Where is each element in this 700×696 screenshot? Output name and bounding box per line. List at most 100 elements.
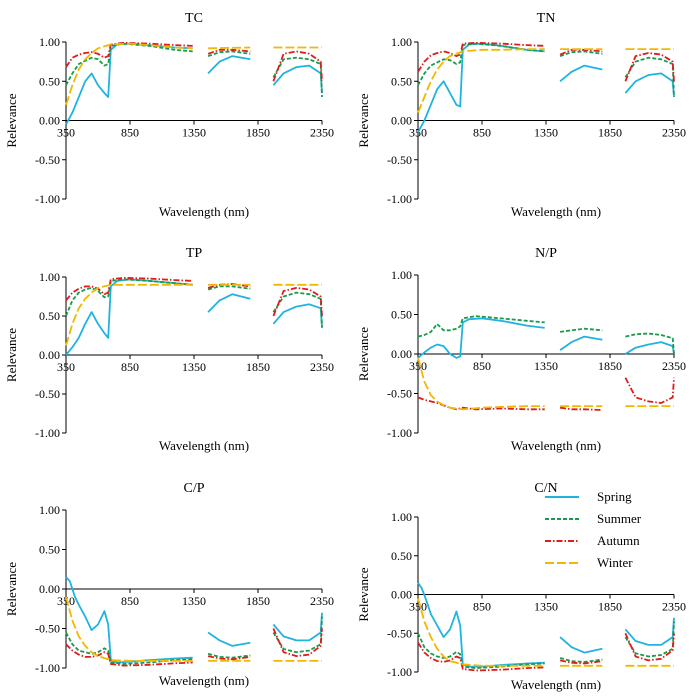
y-tick-label: 1.00 (391, 35, 412, 49)
series-line-spring (559, 64, 603, 82)
legend-label-autumn: Autumn (597, 533, 640, 548)
panel-n-p: N/P -1.00 -0.50 0.00 0.50 1.00 350 850 1350 1850 2… (356, 246, 686, 453)
series-line-summer (417, 632, 545, 669)
series-line-summer (207, 285, 251, 291)
x-tick-label: 2350 (310, 594, 334, 608)
panel-title: TC (185, 11, 203, 26)
y-tick-label: 0.50 (391, 308, 412, 322)
series-line-spring (624, 341, 675, 355)
x-tick-label: 1850 (598, 126, 622, 140)
series-line-autumn (65, 41, 193, 68)
legend-label-summer: Summer (597, 511, 642, 526)
series-line-spring (417, 42, 545, 133)
y-tick-label: 0.00 (39, 348, 60, 362)
y-axis-label: Relevance (4, 93, 19, 147)
series-line-spring (624, 72, 675, 98)
series-line-autumn (559, 406, 603, 411)
series-line-winter (417, 357, 545, 411)
x-tick-label: 1350 (534, 600, 558, 614)
y-tick-label: -0.50 (387, 626, 412, 640)
x-tick-label: 1850 (246, 126, 270, 140)
series-line-spring (65, 42, 193, 125)
legend-label-winter: Winter (597, 555, 633, 570)
series-line-winter (208, 46, 251, 50)
series-line-spring (65, 576, 193, 664)
series-line-spring (417, 582, 545, 668)
series-line-winter (417, 598, 545, 667)
x-axis-label: Wavelength (nm) (159, 438, 249, 453)
panel-tc: TC -1.00 -0.50 0.00 0.50 1.00 350 850 1350 1850 23… (4, 11, 334, 219)
x-tick-label: 850 (473, 359, 491, 373)
series-line-summer (559, 657, 603, 663)
x-tick-label: 2350 (662, 126, 686, 140)
series-line-autumn (207, 283, 251, 289)
panel-title: C/N (534, 481, 557, 496)
series-line-summer (559, 50, 603, 57)
x-tick-label: 1850 (598, 600, 622, 614)
x-tick-label: 1350 (534, 359, 558, 373)
y-tick-label: 1.00 (39, 270, 60, 284)
x-tick-label: 1850 (598, 359, 622, 373)
series-line-summer (65, 632, 193, 665)
y-tick-label: 0.00 (39, 114, 60, 128)
x-tick-label: 1850 (246, 360, 270, 374)
series-line-autumn (272, 50, 323, 82)
x-axis-label: Wavelength (nm) (159, 204, 249, 219)
x-tick-label: 1850 (246, 594, 270, 608)
series-line-summer (65, 278, 193, 317)
x-axis-label: Wavelength (nm) (511, 677, 601, 692)
x-tick-label: 2350 (662, 600, 686, 614)
y-axis-label: Relevance (356, 93, 371, 147)
x-axis-label: Wavelength (nm) (511, 204, 601, 219)
panel-tn: TN -1.00 -0.50 0.00 0.50 1.00 350 850 1350 1850 23… (356, 11, 686, 219)
panels-group: TC -1.00 -0.50 0.00 0.50 1.00 350 850 1350 1850 23… (4, 11, 686, 692)
y-tick-label: -0.50 (387, 387, 412, 401)
x-tick-label: 850 (121, 594, 139, 608)
series-line-autumn (417, 41, 545, 73)
x-tick-label: 1350 (182, 126, 206, 140)
x-tick-label: 350 (409, 126, 427, 140)
x-tick-label: 350 (57, 126, 75, 140)
y-tick-label: -1.00 (35, 426, 60, 440)
series-line-summer (65, 42, 193, 86)
legend: Spring Summer Autumn Winter (545, 489, 642, 570)
y-tick-label: -1.00 (387, 665, 412, 679)
series-line-autumn (272, 287, 323, 317)
x-tick-label: 2350 (310, 360, 334, 374)
y-tick-label: 0.50 (39, 74, 60, 88)
series-line-autumn (207, 655, 251, 661)
x-tick-label: 350 (57, 360, 75, 374)
x-tick-label: 850 (473, 600, 491, 614)
panel-c-n: C/N -1.00 -0.50 0.00 0.50 1.00 350 850 1350 1850 2… (356, 481, 686, 692)
y-tick-label: -0.50 (35, 387, 60, 401)
series-line-autumn (624, 52, 675, 82)
series-line-spring (559, 636, 603, 654)
y-tick-label: 0.50 (39, 309, 60, 323)
y-tick-label: 0.00 (391, 588, 412, 602)
panel-c-p: C/P -1.00 -0.50 0.00 0.50 1.00 350 850 1350 1850 2… (4, 481, 334, 688)
x-tick-label: 2350 (310, 126, 334, 140)
series-line-autumn (65, 276, 193, 301)
y-axis-label: Relevance (4, 328, 19, 382)
series-line-spring (272, 303, 323, 328)
y-tick-label: -1.00 (387, 426, 412, 440)
x-axis-label: Wavelength (nm) (511, 438, 601, 453)
x-tick-label: 850 (121, 126, 139, 140)
x-tick-label: 850 (121, 360, 139, 374)
series-line-spring (272, 64, 323, 94)
x-tick-label: 1350 (534, 126, 558, 140)
x-tick-label: 350 (409, 600, 427, 614)
series-line-autumn (65, 643, 193, 667)
y-tick-label: 0.50 (39, 543, 60, 557)
series-line-autumn (417, 642, 545, 672)
x-tick-label: 850 (473, 126, 491, 140)
series-line-winter (65, 283, 193, 346)
series-line-spring (207, 631, 251, 647)
panel-title: C/P (183, 481, 204, 496)
x-tick-label: 1350 (182, 594, 206, 608)
panel-title: TN (537, 11, 556, 26)
series-line-autumn (417, 396, 545, 411)
legend-label-spring: Spring (597, 489, 632, 504)
y-tick-label: -1.00 (35, 661, 60, 675)
